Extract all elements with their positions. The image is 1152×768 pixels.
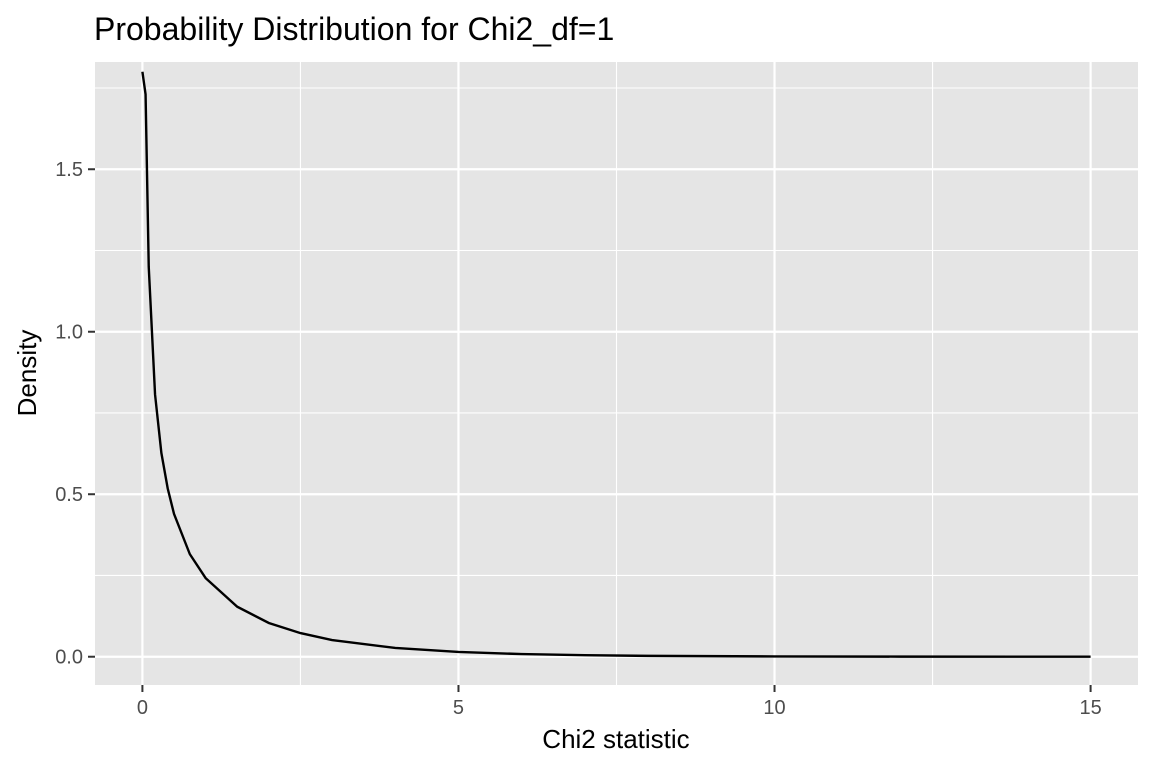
y-axis: 0.0 0.5 1.0 1.5 [55,159,95,669]
x-tick-label-1: 5 [453,697,464,719]
x-axis: 0 5 10 15 [137,685,1102,719]
y-axis-title: Density [12,330,42,417]
y-tick-label-2: 1.0 [55,322,83,344]
x-tick-label-0: 0 [137,697,148,719]
x-tick-label-2: 10 [763,697,785,719]
chart-title: Probability Distribution for Chi2_df=1 [94,11,614,47]
minor-gridlines [95,62,1138,685]
density-curve-0 [141,71,1091,658]
y-tick-label-0: 0.0 [55,647,83,669]
y-tick-label-1: 0.5 [55,484,83,506]
y-tick-label-3: 1.5 [55,159,83,181]
x-tick-label-3: 15 [1079,697,1101,719]
series-layer [141,71,1091,658]
x-axis-title: Chi2 statistic [542,724,689,754]
